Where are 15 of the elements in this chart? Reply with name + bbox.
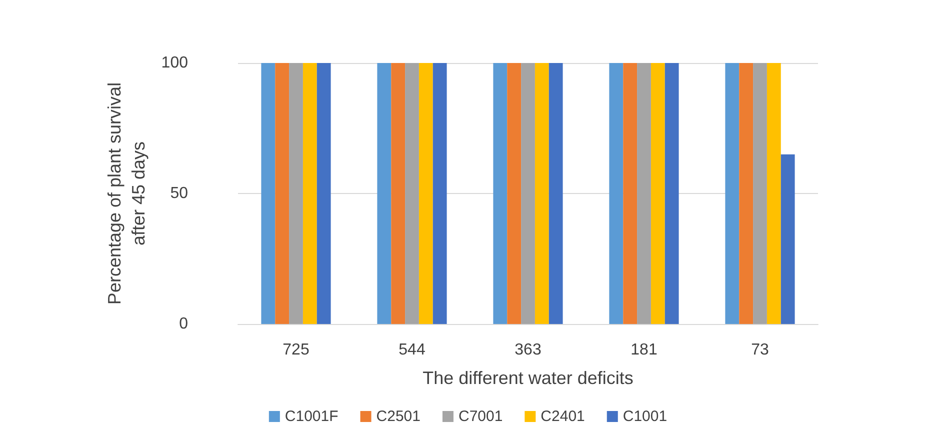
x-tick-label: 73 (751, 342, 769, 358)
y-tick-label: 50 (170, 185, 188, 202)
legend-label: C2501 (376, 408, 420, 425)
y-tick-label: 100 (161, 54, 188, 72)
legend-label: C2401 (540, 408, 585, 425)
y-tick-label: 0 (179, 316, 188, 332)
x-axis-title: The different water deficits (422, 368, 634, 388)
legend-label: C1001F (284, 408, 338, 425)
x-tick-label: 544 (398, 342, 426, 358)
legend-label: C1001 (622, 408, 668, 425)
x-tick-label: 725 (282, 342, 310, 358)
legend-label: C7001 (458, 408, 503, 425)
x-tick-label: 181 (630, 342, 658, 358)
y-axis-title: Percentage of plant survival after 45 days (104, 82, 148, 305)
x-tick-label: 363 (514, 342, 542, 358)
